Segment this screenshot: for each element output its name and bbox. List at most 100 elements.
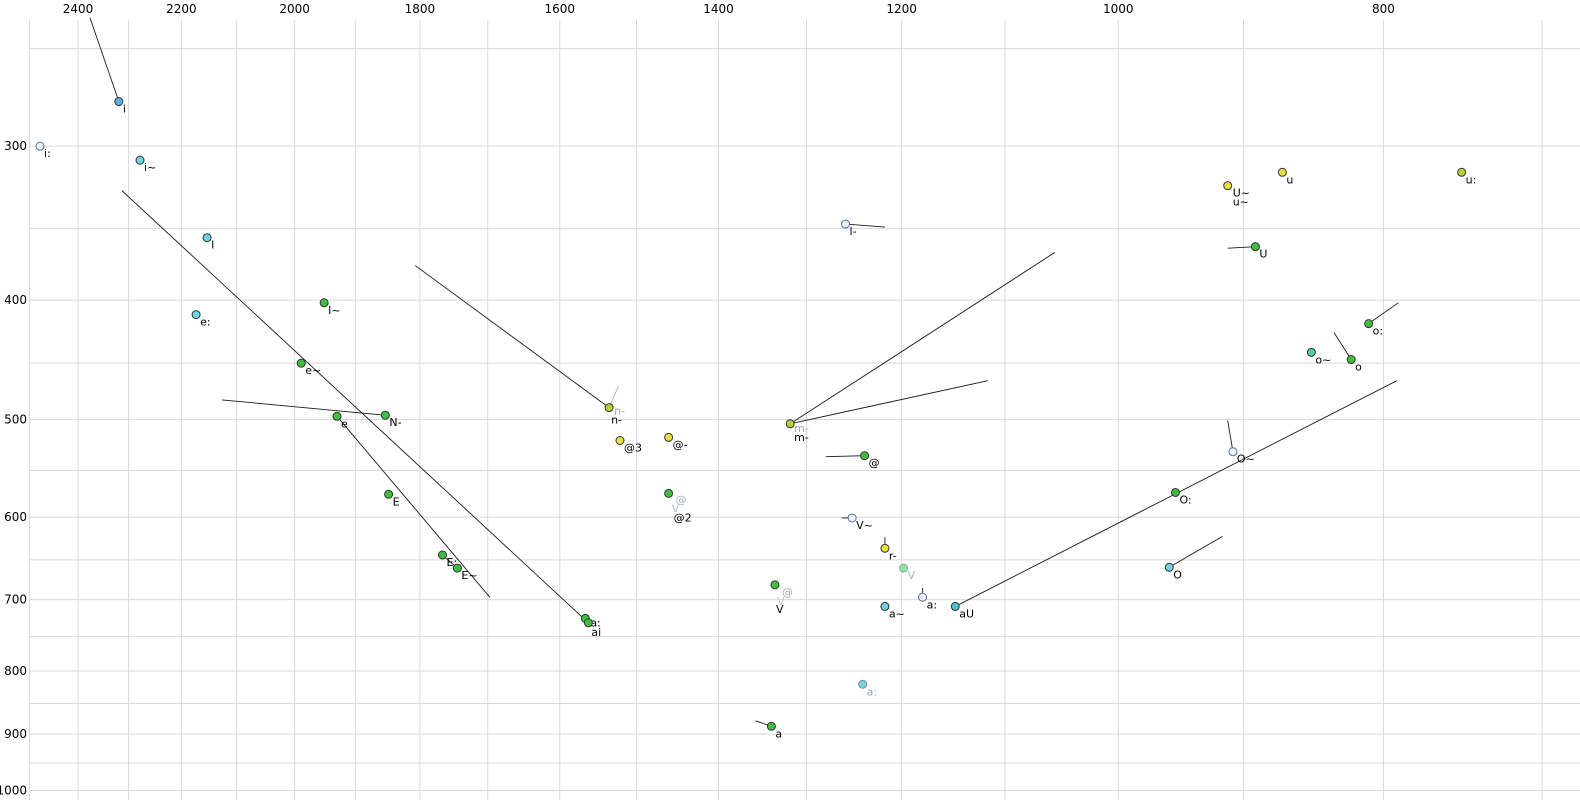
- x-tick-label: 1600: [545, 2, 576, 16]
- point-extra-label: V: [672, 502, 680, 515]
- data-point-E:: [438, 550, 448, 560]
- data-point-e~: [296, 358, 306, 368]
- data-point-N-: [380, 410, 390, 420]
- point-label: e:: [200, 316, 210, 329]
- point-label: ai: [591, 626, 601, 639]
- data-point-a:: [918, 592, 928, 602]
- data-point-O~: [1228, 447, 1238, 457]
- point-label: o: [1355, 361, 1362, 374]
- point-label: V: [908, 569, 916, 582]
- point-extra-label: @: [782, 586, 793, 599]
- point-label: a:: [590, 616, 600, 629]
- trajectory-line: [1169, 535, 1223, 568]
- data-point-@3: [615, 436, 625, 446]
- x-tick-label: 2400: [63, 2, 94, 16]
- point-label: i~: [144, 161, 156, 174]
- data-point-u: [1277, 167, 1287, 177]
- point-label: O~: [1237, 453, 1255, 466]
- data-point-r-: [880, 543, 890, 553]
- data-point-i: [114, 97, 124, 107]
- data-point-O: [1164, 562, 1174, 572]
- trajectory-line: [1227, 246, 1256, 249]
- data-point-e: [332, 411, 342, 421]
- data-point-V~: [847, 513, 857, 523]
- trajectory-line: [414, 265, 610, 408]
- point-label: E~: [461, 569, 477, 582]
- data-point-a:: [858, 679, 868, 689]
- point-label: O: [1173, 568, 1182, 581]
- point-label: i: [123, 103, 126, 116]
- data-point-aU: [950, 601, 960, 611]
- data-point-O:: [1170, 487, 1180, 497]
- data-point-l-: [841, 219, 851, 229]
- data-point-u:: [1457, 167, 1467, 177]
- data-point-o: [1346, 355, 1356, 365]
- y-tick-label: 900: [4, 727, 27, 741]
- point-label: a: [775, 727, 782, 740]
- trajectory-line: [1333, 332, 1352, 360]
- point-label: a:: [867, 685, 877, 698]
- point-label: @-: [673, 438, 688, 451]
- y-tick-label: 800: [4, 664, 27, 678]
- data-point-i:: [35, 141, 45, 151]
- data-point-ai: [583, 618, 593, 628]
- point-extra-label: u~: [1233, 196, 1249, 209]
- point-label: E:: [447, 556, 458, 569]
- data-point-n-: [604, 403, 614, 413]
- data-point-@-: [664, 432, 674, 442]
- trajectory-line: [336, 416, 491, 598]
- data-point-E~: [452, 563, 462, 573]
- trajectory-line: [1368, 302, 1399, 325]
- point-label: e~: [305, 364, 321, 377]
- point-label: u:: [1466, 173, 1477, 186]
- point-label: @: [869, 457, 880, 470]
- data-point-V: [899, 563, 909, 573]
- data-point-I: [202, 233, 212, 243]
- point-label: I: [211, 239, 214, 252]
- data-point-I~: [319, 298, 329, 308]
- point-label: N-: [389, 416, 401, 429]
- trajectory-line: [121, 190, 589, 624]
- y-tick-label: 700: [4, 593, 27, 607]
- point-label: o~: [1315, 353, 1331, 366]
- point-label: l-: [850, 225, 857, 238]
- trajectory-line: [1227, 420, 1234, 452]
- point-label: a:: [927, 598, 937, 611]
- data-point-U: [1250, 242, 1260, 252]
- trajectory-line: [825, 455, 865, 458]
- point-label: e: [341, 417, 348, 430]
- point-label: aU: [959, 607, 974, 620]
- trajectory-line: [845, 223, 885, 228]
- data-point-e:: [191, 310, 201, 320]
- point-label: U~: [1233, 187, 1250, 200]
- x-tick-label: 1400: [703, 2, 734, 16]
- data-point-@2: [664, 488, 674, 498]
- point-extra-label: V: [777, 595, 785, 608]
- data-point-E: [384, 489, 394, 499]
- data-point-V: [770, 580, 780, 590]
- data-point-o:: [1364, 319, 1374, 329]
- point-label: O:: [1179, 493, 1191, 506]
- point-label: n-: [611, 414, 622, 427]
- point-label: i:: [44, 147, 51, 160]
- x-tick-label: 1800: [405, 2, 436, 16]
- data-point-@: [860, 451, 870, 461]
- data-point-m-: [785, 419, 795, 429]
- point-label: I~: [328, 304, 340, 317]
- point-label: @3: [624, 442, 642, 455]
- data-point-a~: [880, 601, 890, 611]
- point-extra-label: @: [676, 493, 687, 506]
- point-extra-label: m-: [794, 422, 809, 435]
- x-tick-label: 1000: [1103, 2, 1134, 16]
- point-label: u: [1286, 173, 1293, 186]
- y-tick-label: 1000: [0, 783, 27, 797]
- point-label: E: [393, 495, 400, 508]
- trajectory-line: [789, 252, 1055, 425]
- trajectory-line: [790, 380, 988, 425]
- point-label: m-: [794, 431, 809, 444]
- x-tick-label: 2000: [279, 2, 310, 16]
- data-point-U~: [1223, 181, 1233, 191]
- data-point-i~: [135, 155, 145, 165]
